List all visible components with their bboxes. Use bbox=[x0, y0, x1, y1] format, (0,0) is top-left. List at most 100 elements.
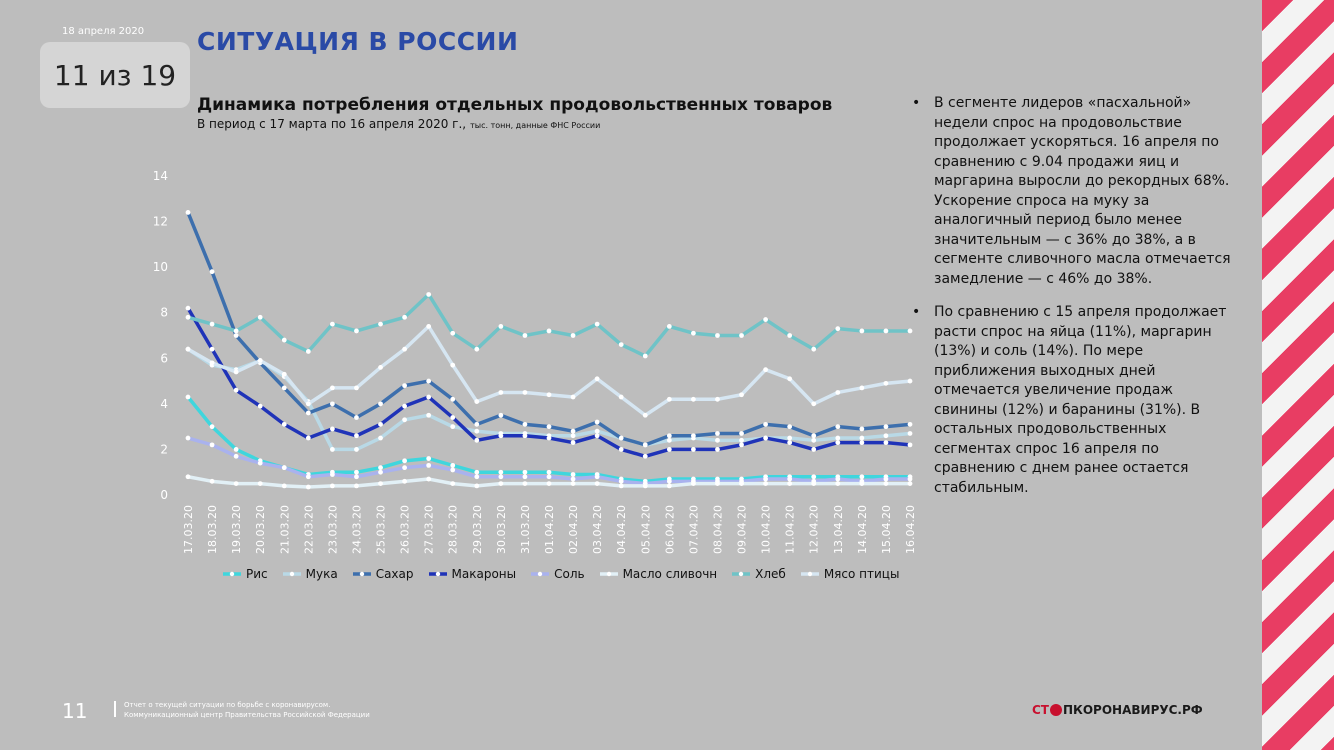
data-point bbox=[618, 447, 624, 452]
x-tick-label: 08.04.20 bbox=[711, 505, 724, 554]
data-point bbox=[546, 474, 552, 480]
x-tick-label: 17.03.20 bbox=[182, 505, 195, 554]
legend-marker bbox=[606, 571, 611, 577]
x-tick-label: 05.04.20 bbox=[639, 505, 652, 554]
data-point bbox=[185, 435, 191, 441]
x-tick-label: 20.03.20 bbox=[254, 505, 267, 554]
data-point bbox=[546, 469, 552, 475]
data-point bbox=[763, 476, 768, 482]
data-point bbox=[330, 483, 335, 489]
data-point bbox=[594, 419, 600, 425]
x-tick-label: 10.04.20 bbox=[760, 505, 773, 554]
data-point bbox=[594, 474, 600, 480]
page-number: 11 bbox=[62, 699, 88, 723]
data-point bbox=[378, 321, 383, 327]
data-point bbox=[281, 385, 287, 391]
data-point bbox=[402, 417, 407, 423]
x-tick-label: 30.03.20 bbox=[495, 505, 508, 554]
data-point bbox=[354, 433, 359, 439]
data-point bbox=[450, 415, 456, 420]
data-point bbox=[739, 437, 744, 443]
x-tick-label: 26.03.20 bbox=[399, 505, 412, 554]
data-point bbox=[426, 323, 432, 329]
data-point bbox=[209, 321, 215, 327]
data-point bbox=[498, 323, 504, 329]
data-point bbox=[835, 476, 841, 482]
data-point bbox=[209, 360, 215, 366]
data-point bbox=[835, 481, 841, 487]
data-point bbox=[594, 481, 600, 487]
data-point bbox=[426, 412, 432, 418]
data-point bbox=[233, 333, 239, 338]
data-point bbox=[835, 390, 841, 395]
data-point bbox=[715, 396, 720, 402]
legend-swatch bbox=[223, 571, 241, 577]
data-point bbox=[763, 481, 768, 487]
data-point bbox=[402, 478, 407, 484]
chart-title: Динамика потребления отдельных продоволь… bbox=[197, 95, 833, 115]
data-point bbox=[811, 346, 817, 352]
data-point bbox=[618, 394, 624, 400]
data-point bbox=[787, 333, 793, 338]
data-point bbox=[185, 210, 191, 215]
series-line bbox=[186, 292, 912, 358]
data-point bbox=[835, 326, 841, 332]
data-point bbox=[763, 435, 768, 441]
data-point bbox=[402, 383, 407, 389]
page-counter-badge: 11 из 19 bbox=[40, 42, 190, 108]
data-point bbox=[330, 447, 335, 452]
data-point bbox=[330, 472, 335, 477]
data-point bbox=[642, 353, 648, 359]
data-point bbox=[618, 435, 624, 441]
data-point bbox=[715, 437, 720, 443]
data-point bbox=[257, 460, 263, 466]
data-point bbox=[330, 401, 335, 407]
data-point bbox=[883, 481, 889, 487]
data-point bbox=[883, 433, 889, 439]
data-point bbox=[859, 328, 865, 334]
data-point bbox=[787, 481, 793, 487]
data-point bbox=[787, 376, 793, 382]
data-point bbox=[281, 337, 287, 343]
data-point bbox=[450, 362, 456, 368]
legend-marker bbox=[807, 571, 813, 577]
legend-label: Масло сливочн bbox=[622, 567, 718, 581]
data-point bbox=[185, 314, 191, 320]
data-point bbox=[185, 394, 191, 400]
x-tick-label: 04.04.20 bbox=[615, 505, 628, 554]
data-point bbox=[835, 435, 841, 441]
data-point bbox=[594, 376, 600, 382]
data-point bbox=[281, 483, 287, 489]
legend-swatch bbox=[800, 571, 819, 577]
legend-swatch bbox=[352, 571, 371, 577]
data-point bbox=[859, 481, 865, 487]
data-point bbox=[859, 385, 865, 391]
data-point bbox=[185, 346, 191, 352]
virus-icon bbox=[1050, 704, 1062, 716]
data-point bbox=[305, 349, 311, 354]
data-point bbox=[691, 396, 696, 402]
y-tick-label: 0 bbox=[160, 488, 168, 502]
data-point bbox=[233, 328, 239, 334]
data-point bbox=[305, 484, 311, 490]
data-point bbox=[594, 433, 600, 439]
x-tick-label: 16.04.20 bbox=[904, 505, 917, 554]
data-point bbox=[305, 474, 311, 480]
legend-swatch bbox=[732, 571, 751, 577]
data-point bbox=[305, 401, 311, 407]
data-point bbox=[450, 462, 456, 468]
legend-marker bbox=[537, 571, 543, 577]
data-point bbox=[281, 421, 287, 427]
legend-label: Мясо птицы bbox=[823, 567, 900, 581]
legend-marker bbox=[289, 571, 294, 577]
data-point bbox=[402, 346, 407, 352]
data-point bbox=[546, 392, 552, 398]
data-point bbox=[739, 481, 744, 487]
data-point bbox=[498, 474, 504, 480]
legend-label: Макароны bbox=[451, 567, 517, 581]
x-tick-label: 21.03.20 bbox=[278, 505, 291, 554]
data-point bbox=[330, 426, 335, 432]
data-point bbox=[666, 396, 672, 402]
data-point bbox=[666, 433, 672, 439]
data-point bbox=[354, 415, 359, 420]
